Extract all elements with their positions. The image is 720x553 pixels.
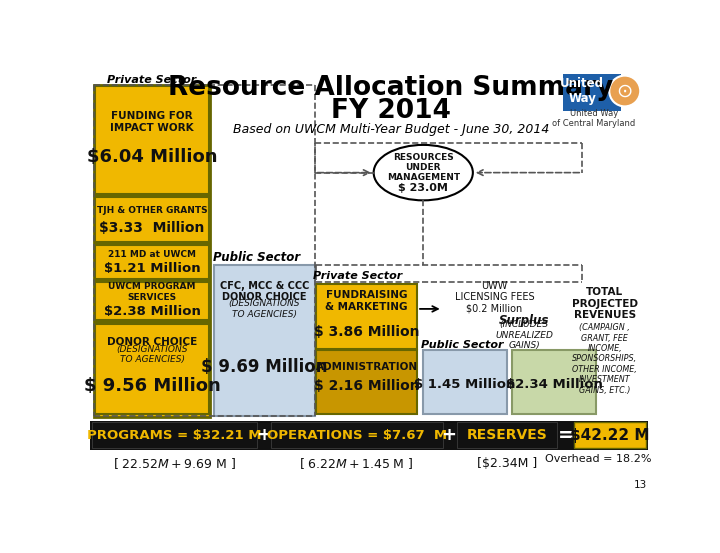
Text: ADMINISTRATION: ADMINISTRATION xyxy=(315,362,418,372)
Bar xyxy=(90,450,648,492)
Bar xyxy=(316,284,417,349)
Text: UNDER: UNDER xyxy=(405,163,441,172)
Text: [$2.34M ]: [$2.34M ] xyxy=(477,457,537,470)
Text: Based on UWCM Multi-Year Budget - June 30, 2014: Based on UWCM Multi-Year Budget - June 3… xyxy=(233,123,549,136)
Text: United Way
of Central Maryland: United Way of Central Maryland xyxy=(552,109,635,128)
Text: Surplus: Surplus xyxy=(499,314,549,327)
Ellipse shape xyxy=(374,145,473,200)
Text: Public Sector: Public Sector xyxy=(420,340,503,350)
Bar xyxy=(96,197,209,242)
Text: (DESIGNATIONS
TO AGENCIES): (DESIGNATIONS TO AGENCIES) xyxy=(229,299,300,319)
Bar xyxy=(96,245,209,279)
Text: Overhead = 18.2%: Overhead = 18.2% xyxy=(545,454,652,464)
Bar xyxy=(94,85,210,418)
Text: RESOURCES: RESOURCES xyxy=(393,153,454,161)
Text: (CAMPAIGN ,
GRANT, FEE
INCOME,
SPONSORSHIPS,
OTHER INCOME,
INVESTMENT
GAINS, ETC: (CAMPAIGN , GRANT, FEE INCOME, SPONSORSH… xyxy=(572,324,637,395)
Bar xyxy=(96,324,209,414)
Text: PROGRAMS = $32.21 M: PROGRAMS = $32.21 M xyxy=(87,429,262,442)
Bar xyxy=(214,265,315,416)
Text: FUNDING FOR
IMPACT WORK: FUNDING FOR IMPACT WORK xyxy=(110,111,194,133)
Text: $ 9.56 Million: $ 9.56 Million xyxy=(84,377,220,395)
Bar xyxy=(456,422,557,448)
Bar xyxy=(92,422,256,448)
Bar xyxy=(513,351,596,414)
Text: +: + xyxy=(256,426,271,444)
Text: FY 2014: FY 2014 xyxy=(330,98,451,124)
Bar xyxy=(575,422,646,448)
Text: TJH & OTHER GRANTS: TJH & OTHER GRANTS xyxy=(96,206,207,215)
Text: $ 9.69 Million: $ 9.69 Million xyxy=(201,358,328,375)
Text: MANAGEMENT: MANAGEMENT xyxy=(387,173,460,182)
Text: $ 23.0M: $ 23.0M xyxy=(398,183,448,193)
Text: ⊙: ⊙ xyxy=(616,81,633,101)
Text: (DESIGNATIONS
TO AGENCIES): (DESIGNATIONS TO AGENCIES) xyxy=(116,345,188,364)
Text: $3.33  Million: $3.33 Million xyxy=(99,221,204,235)
Text: Public Sector: Public Sector xyxy=(213,251,300,264)
Text: RESERVES: RESERVES xyxy=(467,428,547,442)
Text: UWW
LICENSING FEES
$0.2 Million: UWW LICENSING FEES $0.2 Million xyxy=(455,281,534,314)
Text: (INCLUDES
UNREALIZED
GAINS): (INCLUDES UNREALIZED GAINS) xyxy=(495,320,553,350)
Text: =: = xyxy=(557,426,574,445)
Bar xyxy=(90,421,648,450)
Text: Private Sector: Private Sector xyxy=(312,271,402,281)
Text: Private Sector: Private Sector xyxy=(107,75,197,85)
Text: TOTAL
PROJECTED
REVENUES: TOTAL PROJECTED REVENUES xyxy=(572,287,638,320)
Text: United
Way: United Way xyxy=(560,77,604,105)
Text: $ 3.86 Million: $ 3.86 Million xyxy=(314,325,420,339)
Text: $ 2.16 Million: $ 2.16 Million xyxy=(314,379,420,393)
Text: $6.04 Million: $6.04 Million xyxy=(86,148,217,166)
Text: UWCM PROGRAM
SERVICES: UWCM PROGRAM SERVICES xyxy=(108,282,196,302)
Text: $2.34 Million: $2.34 Million xyxy=(505,378,603,391)
Text: $42.22 M: $42.22 M xyxy=(570,427,649,443)
Text: DONOR CHOICE: DONOR CHOICE xyxy=(222,291,307,301)
Text: DONOR CHOICE: DONOR CHOICE xyxy=(107,337,197,347)
Text: $1.21 Million: $1.21 Million xyxy=(104,262,200,275)
Text: [ $22.52 M + $9.69 M ]: [ $22.52 M + $9.69 M ] xyxy=(113,456,236,471)
Circle shape xyxy=(609,76,640,106)
Text: OPERATIONS = $7.67  M: OPERATIONS = $7.67 M xyxy=(266,429,446,442)
Bar xyxy=(316,351,417,414)
Bar xyxy=(563,74,621,111)
Bar xyxy=(423,351,507,414)
Text: $ 1.45 Million: $ 1.45 Million xyxy=(415,378,516,391)
Text: 13: 13 xyxy=(634,480,647,491)
Text: 211 MD at UWCM: 211 MD at UWCM xyxy=(108,250,196,259)
Text: $2.38 Million: $2.38 Million xyxy=(104,305,200,318)
Text: +: + xyxy=(441,426,456,444)
Text: CFC, MCC & CCC: CFC, MCC & CCC xyxy=(220,281,309,291)
Bar xyxy=(96,86,209,194)
Text: Resource Allocation Summary: Resource Allocation Summary xyxy=(168,75,613,101)
Bar xyxy=(96,282,209,320)
Text: FUNDRAISING
& MARKETING: FUNDRAISING & MARKETING xyxy=(325,290,408,312)
Text: [ $6.22 M + $1.45 M ]: [ $6.22 M + $1.45 M ] xyxy=(300,456,414,471)
Bar xyxy=(271,422,443,448)
